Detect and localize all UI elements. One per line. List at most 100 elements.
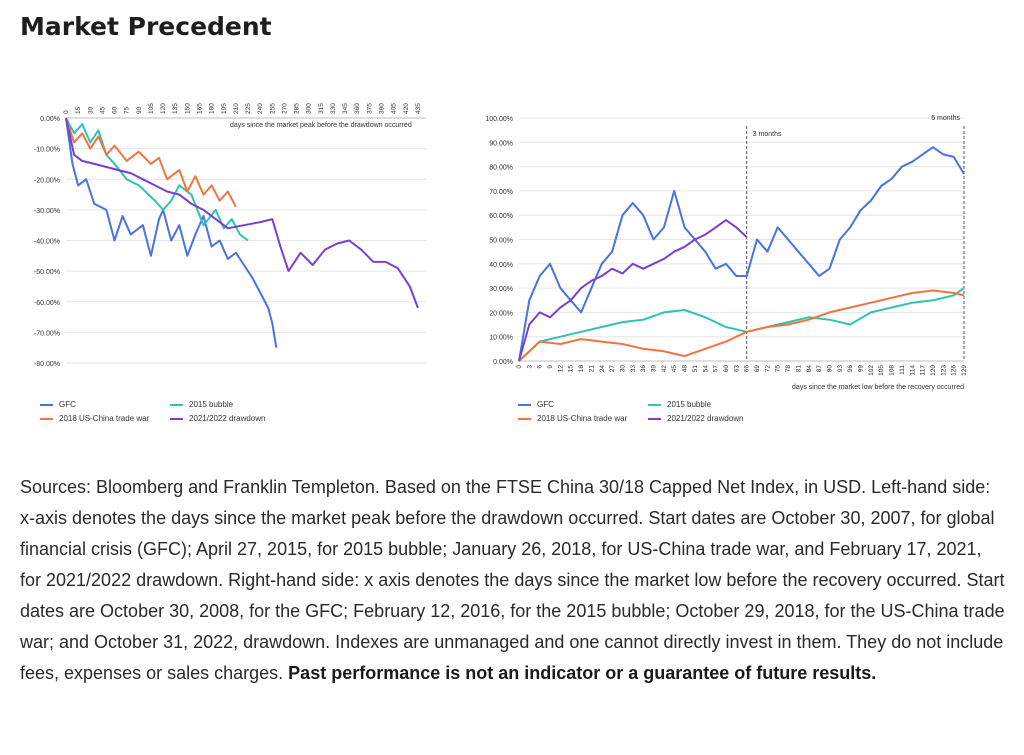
left-chart: 0.00% -10.00% -20.00% -30.00% -40.00% -50.00%… [18,92,468,427]
legend-swatch-trade-war [40,417,53,420]
x-tick-label: 0 [63,110,70,114]
x-tick-label: 99 [858,365,865,373]
x-tick-label: 30 [87,106,94,114]
x-tick-label: 54 [702,365,709,373]
x-tick-label: 210 [233,103,240,114]
x-tick-label: 30 [619,365,626,373]
x-tick-label: 72 [764,365,771,373]
x-tick-label: 126 [951,365,958,376]
legend-item-trade-war: 2018 US-China trade war [518,414,648,423]
x-tick-label: 345 [342,103,349,114]
x-tick-label: 45 [99,106,106,114]
legend-label-trade-war: 2018 US-China trade war [537,414,628,423]
legend-label-2021-drawdown: 2021/2022 drawdown [667,414,744,423]
x-tick-label: 150 [184,103,191,114]
x-tick-label: 360 [354,103,361,114]
x-tick-label: 6 [537,365,544,369]
x-tick-label: 420 [403,103,410,114]
x-tick-label: 51 [692,365,699,373]
x-tick-label: 84 [806,365,813,373]
x-tick-label: 102 [868,365,875,376]
legend-swatch-2021-drawdown [648,417,661,420]
x-tick-label: 90 [136,106,143,114]
x-tick-label: 240 [257,103,264,114]
x-tick-label: 75 [124,106,131,114]
series-line-2021-2022-drawdown [65,117,419,309]
right-legend: GFC 2015 bubble 2018 US-China trade war … [518,400,778,423]
x-tick-label: 255 [269,103,276,114]
legend-label-trade-war: 2018 US-China trade war [59,414,150,423]
x-tick-label: 12 [557,365,564,373]
legend-item-gfc: GFC [518,400,648,409]
annotation-label: 3 months [753,131,782,138]
legend-item-2015-bubble: 2015 bubble [648,400,778,409]
series-line-gfc [65,117,278,348]
y-tick-label: -50.00% [34,269,60,276]
legend-label-2015-bubble: 2015 bubble [189,400,234,409]
x-tick-label: 315 [318,103,325,114]
x-tick-label: 390 [379,103,386,114]
series-line-gfc [518,146,965,362]
y-tick-label: -30.00% [34,208,60,215]
x-tick-label: 123 [940,365,947,376]
x-tick-label: 90 [826,365,833,373]
x-tick-label: 15 [568,365,575,373]
x-tick-label: 405 [391,103,398,114]
y-tick-label: -10.00% [34,147,60,154]
legend-label-2015-bubble: 2015 bubble [667,400,712,409]
y-tick-label: 80.00% [489,165,513,172]
x-tick-label: 78 [785,365,792,373]
y-tick-label: 40.00% [489,262,513,269]
x-tick-label: 60 [723,365,730,373]
legend-label-gfc: GFC [537,400,554,409]
x-tick-label: 330 [330,103,337,114]
x-tick-label: 96 [847,365,854,373]
legend-label-2021-drawdown: 2021/2022 drawdown [189,414,266,423]
y-tick-label: 60.00% [489,213,513,220]
x-tick-label: 135 [172,103,179,114]
legend-swatch-2021-drawdown [170,417,183,420]
annotation-label: 6 months [931,115,960,122]
y-tick-label: 20.00% [489,310,513,317]
legend-swatch-2015-bubble [170,403,183,406]
legend-swatch-2015-bubble [648,403,661,406]
series-line-2018-us-china-trade-war [518,289,965,362]
x-tick-label: 3 [526,365,533,369]
x-tick-label: 129 [961,365,968,376]
x-tick-label: 39 [651,365,658,373]
x-tick-label: 45 [671,365,678,373]
x-tick-label: 105 [878,365,885,376]
x-tick-label: 93 [837,365,844,373]
x-tick-label: 111 [899,365,906,375]
page-title: Market Precedent [20,12,272,41]
legend-swatch-gfc [518,403,531,406]
x-tick-label: 24 [599,365,606,373]
right-chart-svg: 100.00%90.00%80.00%70.00%60.00%50.00%40.… [485,115,968,391]
x-tick-label: 36 [640,365,647,373]
x-tick-label: 114 [909,365,916,376]
y-tick-label: 50.00% [489,238,513,245]
left-chart-svg: 0.00% -10.00% -20.00% -30.00% -40.00% -50.00%… [34,103,426,368]
y-tick-label: 70.00% [489,189,513,196]
y-tick-label: -80.00% [34,361,60,368]
x-tick-label: 21 [588,365,595,373]
y-tick-label: 0.00% [493,359,513,366]
x-tick-label: 108 [889,365,896,376]
source-notes: Sources: Bloomberg and Franklin Templeto… [20,472,1005,689]
x-tick-label: 120 [160,103,167,114]
x-tick-label: 87 [816,365,823,373]
legend-item-gfc: GFC [40,400,170,409]
x-tick-label: 15 [75,106,82,114]
x-tick-label: 48 [682,365,689,373]
y-tick-label: -20.00% [34,177,60,184]
x-tick-label: 180 [209,103,216,114]
x-tick-label: 120 [930,365,937,376]
legend-item-2021-drawdown: 2021/2022 drawdown [648,414,778,423]
performance-disclaimer: Past performance is not an indicator or … [288,663,877,683]
sources-text: Sources: Bloomberg and Franklin Templeto… [20,477,1005,683]
legend-item-2021-drawdown: 2021/2022 drawdown [170,414,300,423]
right-chart: 100.00% 90.00% 80.00% 70.00% 60.00% 50.00% 40.… [475,108,990,428]
y-tick-label: 10.00% [489,335,513,342]
y-tick-label: 30.00% [489,286,513,293]
x-tick-label: 42 [661,365,668,373]
